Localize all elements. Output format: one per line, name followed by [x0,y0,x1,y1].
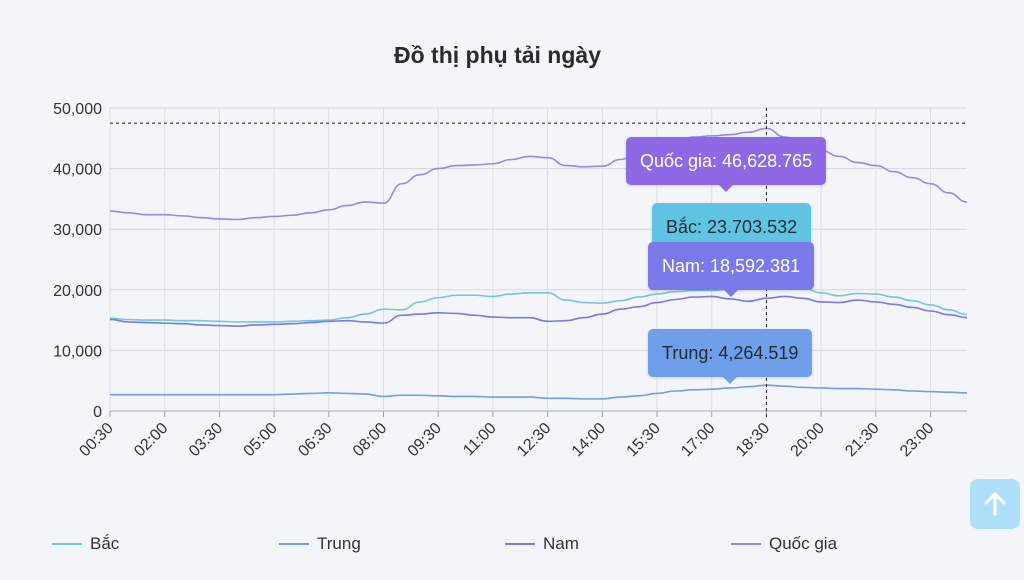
arrow-up-icon [984,492,1006,516]
legend-label: Bắc [90,534,120,553]
y-tick-label: 50,000 [53,101,102,118]
legend-item-bac[interactable]: Bắc [52,534,119,554]
x-tick-label: 20:00 [788,420,828,460]
x-tick-label: 09:30 [405,420,445,460]
x-tick-label: 03:30 [186,420,226,460]
legend-label: Quốc gia [769,534,838,553]
legend-swatch [279,543,309,545]
x-tick-label: 06:30 [295,420,335,460]
y-tick-label: 40,000 [53,162,102,179]
series-line-Quốc gia [109,127,968,221]
x-tick-label: 12:30 [514,420,554,460]
legend-item-nam[interactable]: Nam [505,534,579,554]
series-line-Nam [109,295,968,327]
x-tick-label: 11:00 [460,420,500,460]
series-line-Trung [110,384,968,400]
tooltip-trung: Trung: 4,264.519 [648,329,813,384]
scroll-to-top-button[interactable] [970,479,1020,529]
tooltip-nam: Nam: 18,592.381 [648,242,815,297]
x-tick-label: 23:00 [897,420,937,460]
chart-grid [109,107,967,412]
legend-swatch [731,543,761,545]
x-tick-label: 18:30 [733,420,773,460]
chart-legend: Bắc Trung Nam Quốc gia [0,534,1024,558]
x-axis: 00:30 02:00 03:30 05:00 06:30 08:00 09:30 11:00… [76,411,937,460]
y-axis: 0 10,000 20,000 30,000 40,000 50,000 [53,101,102,421]
chart-title: Đồ thị phụ tải ngày [394,42,601,68]
x-tick-label: 02:00 [131,420,171,460]
crosshair [110,108,967,417]
x-tick-label: 14:00 [569,420,609,460]
x-tick-label: 05:00 [241,420,281,460]
series-line-Bắc [109,282,968,323]
x-tick-label: 08:00 [350,420,390,460]
legend-item-trung[interactable]: Trung [279,534,361,554]
y-tick-label: 30,000 [53,222,102,239]
legend-swatch [52,543,82,545]
y-tick-label: 20,000 [53,283,102,300]
legend-label: Nam [543,534,579,553]
x-tick-label: 17:00 [678,420,718,460]
x-tick-label: 15:30 [624,420,664,460]
x-tick-label: 21:30 [842,420,882,460]
y-tick-label: 10,000 [53,343,102,360]
legend-swatch [505,543,535,545]
x-tick-label: 00:30 [76,420,116,460]
legend-label: Trung [317,534,361,553]
tooltip-quoc-gia: Quốc gia: 46,628.765 [626,137,827,192]
y-tick-label: 0 [93,404,102,421]
legend-item-quoc-gia[interactable]: Quốc gia [731,534,837,554]
